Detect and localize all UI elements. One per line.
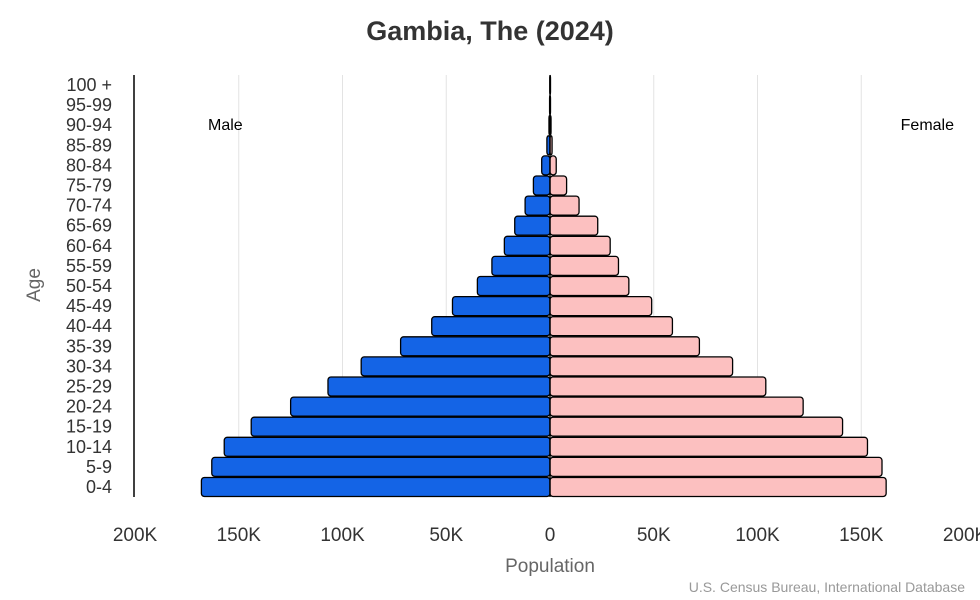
bar-female xyxy=(549,476,887,498)
bar-male xyxy=(514,215,551,236)
x-tick-label: 200K xyxy=(113,525,158,546)
legend-male: Male xyxy=(208,117,243,134)
y-tick-label: 20-24 xyxy=(66,397,112,417)
bar-male xyxy=(399,336,551,357)
bar-female xyxy=(549,155,557,176)
bar-male xyxy=(532,175,551,196)
y-tick-label: 50-54 xyxy=(66,276,112,296)
bar-female xyxy=(549,376,767,397)
bar-female xyxy=(549,175,568,196)
bar-male xyxy=(200,476,551,498)
x-tick-label: 100K xyxy=(320,525,365,546)
bar-female xyxy=(549,235,611,256)
y-tick-label: 35-39 xyxy=(66,336,112,356)
y-tick-label: 100 + xyxy=(66,75,112,95)
bar-female xyxy=(549,336,701,357)
chart-title: Gambia, The (2024) xyxy=(366,16,614,46)
y-tick-label: 70-74 xyxy=(66,196,112,216)
x-tick-label: 50K xyxy=(429,525,463,546)
y-tick-label: 55-59 xyxy=(66,256,112,276)
x-tick-label: 150K xyxy=(839,525,884,546)
bar-female xyxy=(549,195,580,216)
bar-female xyxy=(549,215,599,236)
bar-female xyxy=(549,456,883,478)
bar-female xyxy=(549,416,844,437)
bar-male xyxy=(360,356,551,377)
bar-female xyxy=(549,396,804,417)
y-axis-title: Age xyxy=(24,268,45,302)
bar-male xyxy=(289,396,551,417)
bar-male xyxy=(541,155,551,176)
bar-male xyxy=(211,456,551,478)
y-tick-label: 15-19 xyxy=(66,417,112,437)
bar-male xyxy=(503,235,551,256)
bar-male xyxy=(250,416,551,437)
legend-female: Female xyxy=(901,117,954,134)
source-note: U.S. Census Bureau, International Databa… xyxy=(689,579,965,595)
bar-male xyxy=(223,436,551,457)
y-tick-label: 80-84 xyxy=(66,155,112,175)
bar-female xyxy=(549,316,674,337)
bar-male xyxy=(451,295,551,317)
y-tick-label: 85-89 xyxy=(66,135,112,155)
y-tick-label: 95-99 xyxy=(66,95,112,115)
x-tick-label: 200K xyxy=(943,525,980,546)
bar-female xyxy=(549,436,869,457)
bar-male xyxy=(491,255,551,277)
bar-male xyxy=(327,376,551,397)
y-tick-label: 90-94 xyxy=(66,115,112,135)
bar-female xyxy=(549,255,620,277)
bar-female xyxy=(549,295,653,317)
bar-male xyxy=(524,195,551,216)
y-tick-label: 45-49 xyxy=(66,296,112,316)
y-tick-label: 10-14 xyxy=(66,437,112,457)
x-tick-label: 100K xyxy=(735,525,780,546)
x-tick-label: 150K xyxy=(217,525,262,546)
y-tick-label: 40-44 xyxy=(66,316,112,336)
x-axis-title: Population xyxy=(505,556,595,577)
bar-female xyxy=(549,356,734,377)
bar-male xyxy=(476,275,551,297)
x-tick-label: 0 xyxy=(545,525,556,546)
y-tick-label: 25-29 xyxy=(66,377,112,397)
x-tick-label: 50K xyxy=(637,525,671,546)
y-tick-label: 60-64 xyxy=(66,236,112,256)
y-tick-label: 30-34 xyxy=(66,356,112,376)
y-tick-label: 65-69 xyxy=(66,216,112,236)
bar-male xyxy=(431,316,551,337)
bar-female xyxy=(549,275,630,297)
y-tick-label: 5-9 xyxy=(86,457,112,477)
y-tick-label: 0-4 xyxy=(86,477,112,497)
y-tick-label: 75-79 xyxy=(66,176,112,196)
